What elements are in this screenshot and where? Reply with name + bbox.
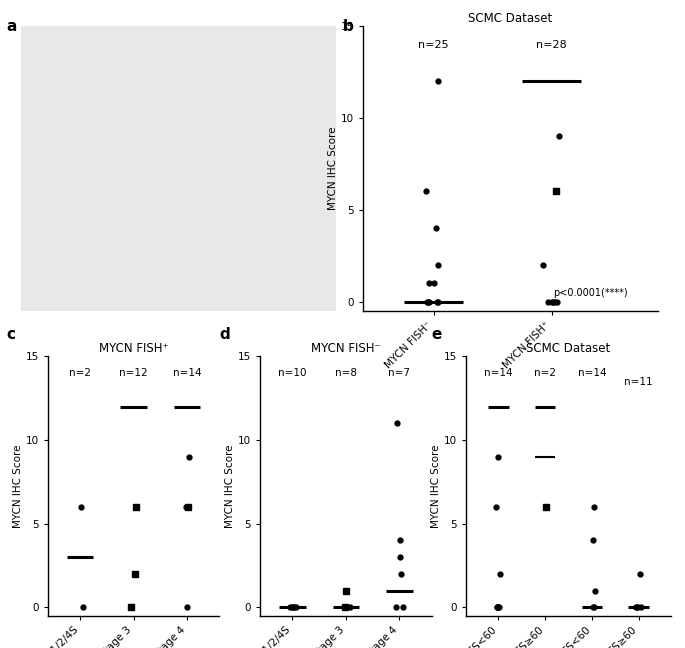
Text: a: a xyxy=(7,19,17,34)
Text: e: e xyxy=(432,327,442,342)
Text: n=7: n=7 xyxy=(388,368,410,378)
Text: n=14: n=14 xyxy=(577,368,606,378)
Y-axis label: MYCN IHC Score: MYCN IHC Score xyxy=(225,445,235,527)
Text: n=25: n=25 xyxy=(419,40,449,50)
Y-axis label: MYCN IHC Score: MYCN IHC Score xyxy=(13,445,23,527)
Text: n=14: n=14 xyxy=(484,368,513,378)
Title: SCMC Dataset: SCMC Dataset xyxy=(469,12,552,25)
Title: MYCN FISH⁺: MYCN FISH⁺ xyxy=(99,342,169,355)
Text: n=14: n=14 xyxy=(173,368,201,378)
Text: n=2: n=2 xyxy=(69,368,91,378)
Text: n=11: n=11 xyxy=(624,376,653,386)
Y-axis label: MYCN IHC Score: MYCN IHC Score xyxy=(328,127,338,210)
Text: d: d xyxy=(219,327,230,342)
Text: n=12: n=12 xyxy=(119,368,148,378)
Text: n=8: n=8 xyxy=(335,368,357,378)
Text: p<0.0001(****): p<0.0001(****) xyxy=(553,288,628,298)
Text: b: b xyxy=(342,19,353,34)
Text: c: c xyxy=(7,327,16,342)
Title: SCMC Dataset: SCMC Dataset xyxy=(527,342,610,355)
Y-axis label: MYCN IHC Score: MYCN IHC Score xyxy=(431,445,440,527)
Title: MYCN FISH⁻: MYCN FISH⁻ xyxy=(311,342,381,355)
Text: n=2: n=2 xyxy=(534,368,556,378)
Text: n=28: n=28 xyxy=(536,40,567,50)
Text: n=10: n=10 xyxy=(278,368,307,378)
